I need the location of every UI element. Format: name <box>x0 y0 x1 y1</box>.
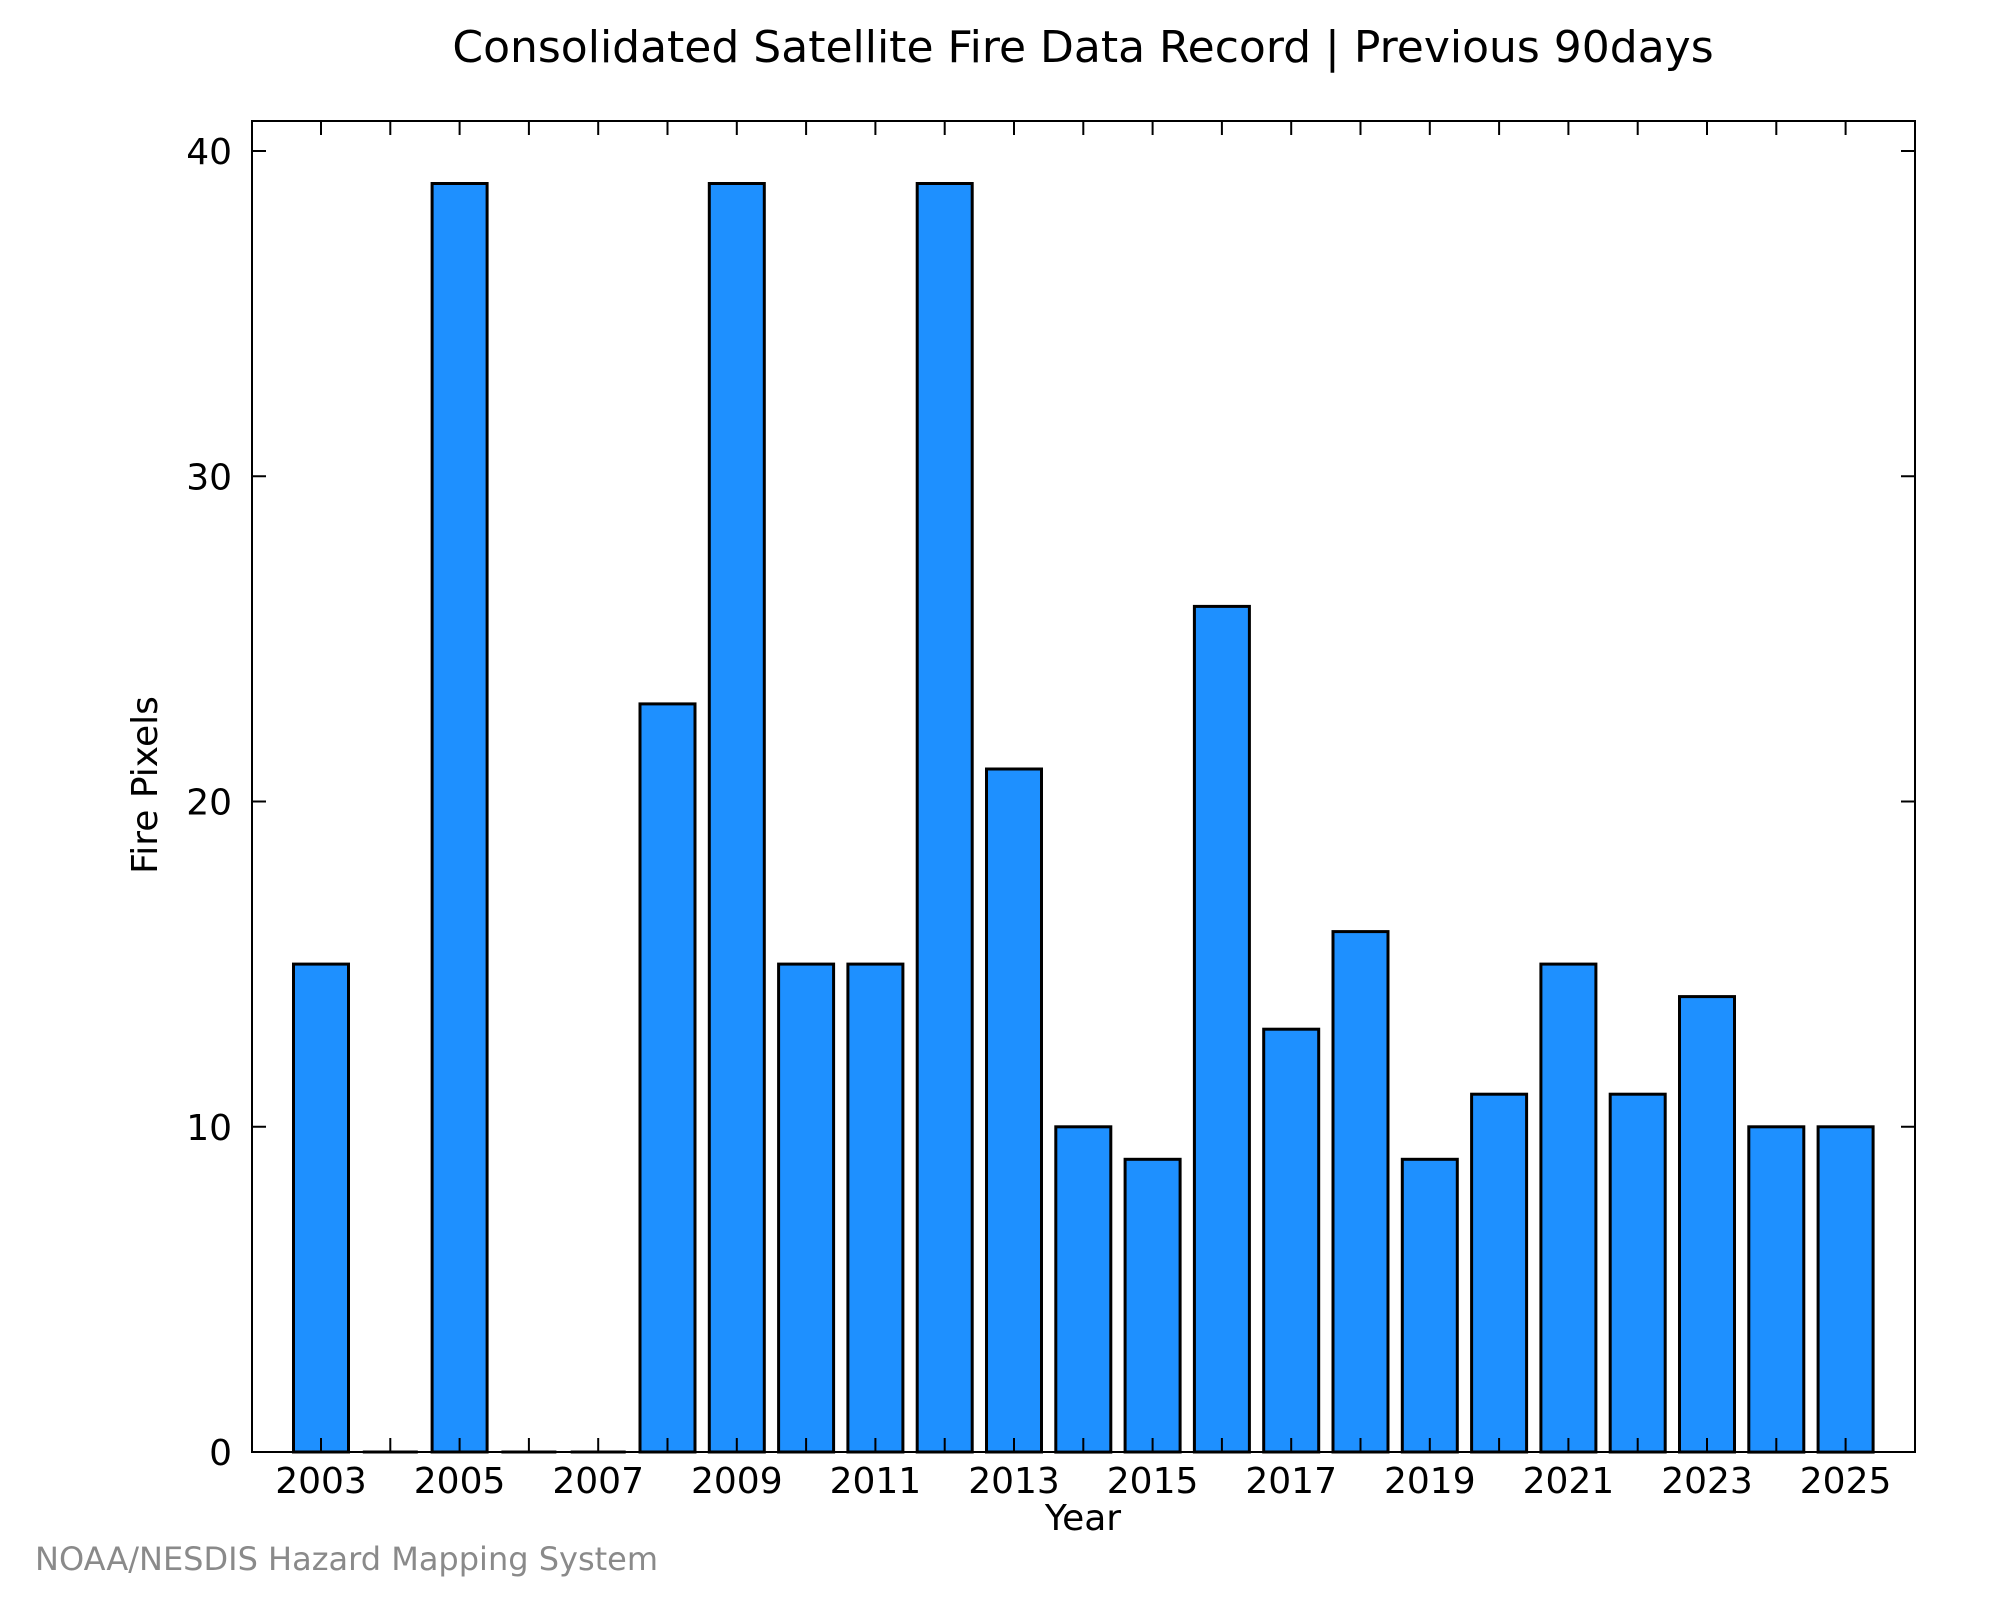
bar-2021 <box>1539 962 1598 1454</box>
x-tick-label: 2011 <box>830 1461 922 1502</box>
bar-2010 <box>777 962 836 1454</box>
y-tick-label: 0 <box>209 1433 232 1474</box>
axes-group: 0 10 20 30 40 2003 2005 2007 2009 2011 2013 2015 201… <box>186 120 1916 1502</box>
x-tick-label: 2015 <box>1107 1461 1199 1502</box>
y-axis-label: Fire Pixels <box>125 696 166 874</box>
x-tick-label: 2013 <box>968 1461 1060 1502</box>
bar-2012 <box>915 182 974 1454</box>
bar-2024 <box>1747 1125 1806 1454</box>
bar-2005 <box>430 182 489 1454</box>
bar-2025 <box>1816 1125 1875 1454</box>
x-tick-label: 2021 <box>1523 1461 1615 1502</box>
bar-2014 <box>1054 1125 1113 1454</box>
bar-2017 <box>1262 1027 1321 1454</box>
y-tick-label: 40 <box>186 132 232 173</box>
bar-2022 <box>1608 1092 1667 1454</box>
x-tick-label: 2003 <box>275 1461 367 1502</box>
source-credit: NOAA/NESDIS Hazard Mapping System <box>35 1540 659 1578</box>
x-axis-label: Year <box>1044 1498 1121 1539</box>
x-tick-label: 2009 <box>691 1461 783 1502</box>
x-tick-label: 2019 <box>1384 1461 1476 1502</box>
bar-2009 <box>707 182 766 1454</box>
bar-2019 <box>1400 1157 1459 1454</box>
bar-2008 <box>638 702 697 1454</box>
y-tick-label: 30 <box>186 457 232 498</box>
bar-2015 <box>1123 1157 1182 1454</box>
y-tick-label: 10 <box>186 1108 232 1149</box>
x-tick-label: 2023 <box>1661 1461 1753 1502</box>
bars-group <box>292 182 1875 1454</box>
chart-title: Consolidated Satellite Fire Data Record … <box>452 22 1713 73</box>
bar-2016 <box>1192 604 1251 1454</box>
bar-2013 <box>985 767 1043 1454</box>
x-tick-label: 2005 <box>414 1461 506 1502</box>
x-tick-label: 2025 <box>1800 1461 1892 1502</box>
bar-2023 <box>1678 995 1736 1454</box>
y-tick-label: 20 <box>186 783 232 824</box>
x-tick-label: 2017 <box>1245 1461 1337 1502</box>
bar-2018 <box>1331 930 1390 1454</box>
x-tick-label: 2007 <box>552 1461 644 1502</box>
bar-2003 <box>292 962 350 1454</box>
bar-2020 <box>1470 1092 1529 1454</box>
bar-2011 <box>846 962 905 1454</box>
